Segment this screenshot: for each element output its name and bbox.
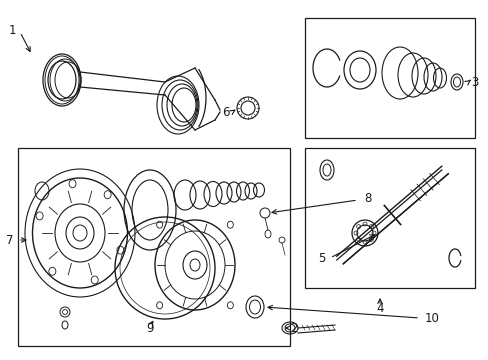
Text: 9: 9 — [146, 321, 153, 334]
Text: 8: 8 — [364, 192, 371, 204]
Text: 6: 6 — [222, 105, 229, 118]
Text: 2: 2 — [290, 321, 297, 334]
Text: 1: 1 — [8, 23, 16, 36]
Text: 7: 7 — [6, 234, 14, 247]
Text: 4: 4 — [375, 302, 383, 315]
Bar — [305, 18, 474, 138]
Bar — [18, 148, 289, 346]
Text: 3: 3 — [470, 76, 478, 89]
Bar — [305, 148, 474, 288]
Text: 5: 5 — [318, 252, 325, 265]
Text: 10: 10 — [424, 311, 439, 324]
